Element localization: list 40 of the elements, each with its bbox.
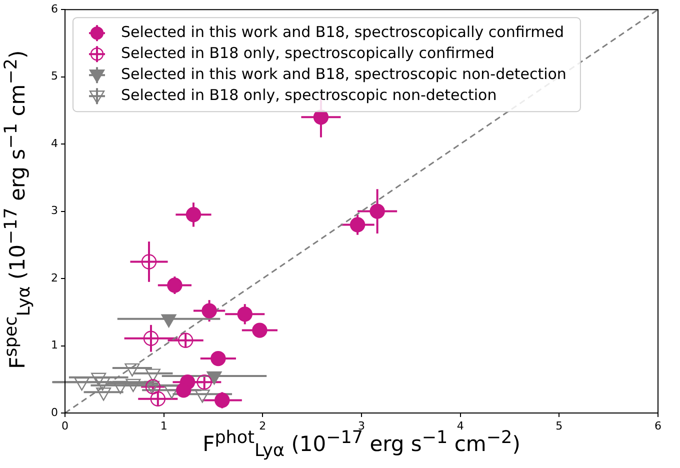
point <box>252 322 268 338</box>
x-tick-label: 4 <box>456 419 464 432</box>
point <box>95 377 110 391</box>
point <box>167 278 182 293</box>
point <box>143 330 159 346</box>
x-tick-label: 5 <box>556 419 563 432</box>
x-tick-label: 1 <box>160 419 168 432</box>
point <box>313 110 329 125</box>
point <box>112 380 128 394</box>
point <box>145 368 160 382</box>
point <box>91 372 106 386</box>
x-tick-label: 0 <box>62 419 68 432</box>
point <box>74 377 90 391</box>
legend-label: Selected in B18 only, spectroscopically confirmed <box>121 44 494 62</box>
x-tick-label: 2 <box>259 419 266 432</box>
point <box>202 303 217 318</box>
point <box>126 378 141 392</box>
point <box>350 217 366 232</box>
point <box>194 390 210 403</box>
y-tick-label: 5 <box>51 70 58 83</box>
y-tick-label: 4 <box>51 136 58 150</box>
y-tick-label: 6 <box>51 2 58 16</box>
y-tick-label: 1 <box>51 338 58 352</box>
legend-label: Selected in B18 only, spectroscopic non-detection <box>121 86 497 104</box>
legend-label: Selected in this work and B18, spectroscopic non-detection <box>121 64 566 83</box>
point <box>210 350 226 366</box>
y-tick-label: 3 <box>51 204 58 218</box>
x-tick-label: 6 <box>654 419 662 432</box>
point <box>141 254 157 270</box>
legend-label: Selected in this work and B18, spectroscopically confirmed <box>121 22 564 41</box>
point <box>124 363 140 377</box>
point <box>237 306 252 322</box>
point <box>186 207 202 222</box>
point <box>178 332 194 348</box>
point <box>370 204 385 219</box>
y-tick-label: 2 <box>51 271 58 284</box>
point <box>206 371 222 385</box>
y-tick-label: 0 <box>51 406 58 419</box>
point <box>96 388 112 401</box>
point <box>161 314 176 328</box>
